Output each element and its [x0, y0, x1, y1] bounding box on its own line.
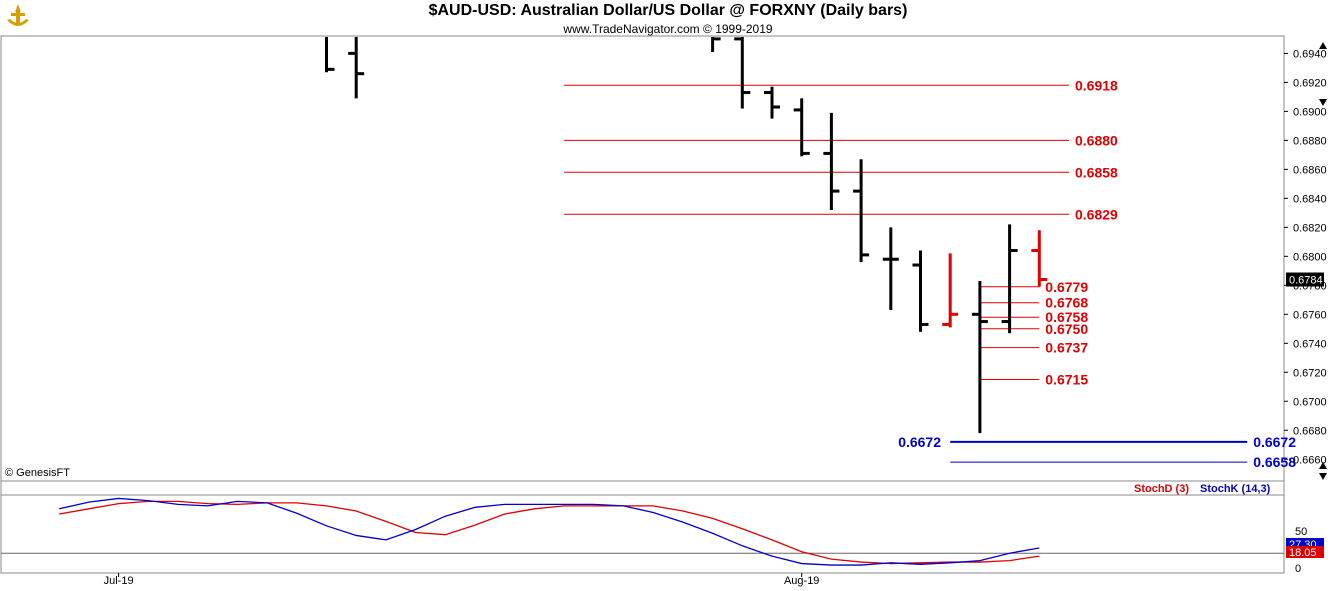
level-label: 0.6918 — [1075, 77, 1118, 93]
price-tick-label: 0.6920 — [1293, 77, 1327, 89]
price-levels: 0.69180.68800.68580.68290.67790.67680.67… — [564, 77, 1296, 470]
stoch-tick-label: 50 — [1295, 526, 1307, 538]
price-tick-label: 0.6800 — [1293, 251, 1327, 263]
trade-navigator-logo — [4, 2, 32, 37]
level-left-label: 0.6672 — [898, 434, 941, 450]
stoch-series-line — [59, 497, 1040, 566]
stochd-value-badge — [1286, 546, 1324, 558]
legend-stochd: StochD (3) — [1134, 483, 1189, 495]
level-label: 0.6750 — [1045, 321, 1088, 337]
level-label: 0.6715 — [1045, 372, 1088, 388]
price-tick-label: 0.6900 — [1293, 106, 1327, 118]
price-tick-label: 0.6660 — [1293, 454, 1327, 466]
scroll-up-arrow-top[interactable] — [1318, 40, 1328, 50]
last-price-label: 0.6784 — [1289, 275, 1323, 287]
scroll-down-arrow-bottom[interactable] — [1319, 473, 1327, 480]
stochd-value-label: 18.05 — [1289, 547, 1317, 559]
level-label: 0.6858 — [1075, 164, 1118, 180]
level-label: 0.6672 — [1253, 434, 1296, 450]
level-label: 0.6758 — [1045, 309, 1088, 325]
legend-stochk: StochK (14,3) — [1200, 483, 1271, 495]
price-tick-label: 0.6880 — [1293, 135, 1327, 147]
chart-title: $AUD-USD: Australian Dollar/US Dollar @ … — [428, 2, 908, 19]
stoch-series-line — [59, 500, 1040, 565]
price-tick-label: 0.6840 — [1293, 193, 1327, 205]
stoch-tick-label: 0 — [1295, 563, 1301, 575]
scroll-up-arrow-bottom[interactable] — [1319, 462, 1327, 469]
price-bars — [325, 37, 1048, 434]
price-tick-label: 0.6680 — [1293, 425, 1327, 437]
price-tick-label: 0.6700 — [1293, 396, 1327, 408]
level-label: 0.6768 — [1045, 295, 1088, 311]
price-tick-label: 0.6720 — [1293, 367, 1327, 379]
scroll-down-arrow-top[interactable] — [1319, 99, 1327, 106]
x-axis: Jul-19 Aug-19 — [104, 573, 819, 587]
genesis-watermark: © GenesisFT — [5, 467, 70, 479]
x-tick-label: Aug-19 — [784, 575, 819, 587]
price-tick-label: 0.6740 — [1293, 338, 1327, 350]
last-price-badge — [1286, 272, 1324, 287]
level-label: 0.6880 — [1075, 132, 1118, 148]
price-tick-label: 0.6860 — [1293, 164, 1327, 176]
x-tick-label: Jul-19 — [104, 575, 134, 587]
level-label: 0.6658 — [1253, 454, 1296, 470]
level-label: 0.6737 — [1045, 340, 1088, 356]
chart-subtitle: www.TradeNavigator.com © 1999-2019 — [563, 22, 773, 36]
stoch-panel-frame — [0, 480, 1285, 574]
level-label: 0.6779 — [1045, 279, 1088, 295]
price-tick-label: 0.6760 — [1293, 309, 1327, 321]
price-tick-label: 0.6940 — [1293, 48, 1327, 60]
price-axis: 0.6940 0.6920 0.6900 0.6880 0.6860 0.6840 0.68… — [1284, 48, 1327, 466]
price-panel-frame — [0, 35, 1285, 482]
level-label: 0.6829 — [1075, 206, 1118, 222]
price-tick-label: 0.6820 — [1293, 222, 1327, 234]
